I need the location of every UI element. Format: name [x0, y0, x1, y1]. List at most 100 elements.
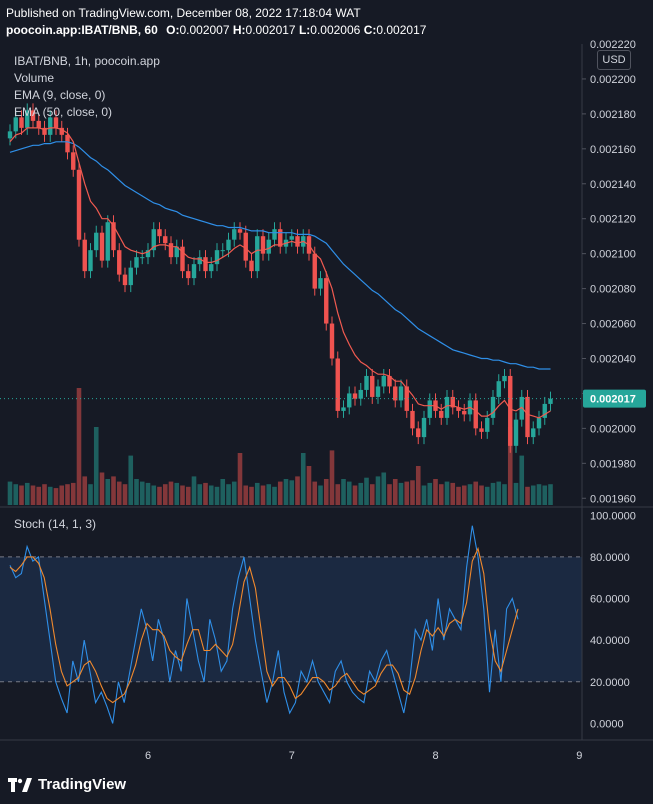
candle [53, 117, 59, 128]
candle [30, 110, 36, 121]
volume-bar [88, 484, 93, 505]
volume-bar [24, 482, 30, 505]
volume-bar [306, 466, 312, 505]
volume-bar [502, 484, 507, 505]
volume-bar [473, 481, 479, 505]
volume-bar [214, 486, 220, 505]
last-price-tag [583, 389, 646, 408]
volume-bar [398, 482, 404, 505]
price-tick-label-12: 0.001960 [590, 493, 636, 505]
volume-bar [364, 477, 369, 505]
candle [157, 229, 162, 237]
candle [427, 400, 432, 418]
symbol-line: poocoin.app:IBAT/BNB, 60 [6, 23, 158, 37]
candle [335, 358, 340, 411]
price-tick-label-5: 0.002100 [590, 249, 636, 261]
price-tick-label-4: 0.002120 [590, 214, 636, 226]
volume-bar [392, 479, 398, 505]
brand-name: TradingView [38, 776, 127, 793]
volume-bar [76, 388, 82, 505]
last-price-label: 0.002017 [590, 394, 636, 406]
volume-bar [231, 481, 237, 505]
candle [272, 229, 277, 240]
candle [485, 417, 490, 432]
volume-bar [461, 485, 467, 505]
candle [168, 243, 174, 258]
currency-button[interactable]: USD [597, 50, 631, 70]
candle [42, 127, 47, 135]
candle [134, 257, 139, 268]
ohlc-low: 0.002006 [310, 23, 361, 37]
candle [232, 229, 237, 240]
time-tick-label-8: 8 [433, 750, 439, 762]
volume-bar [7, 481, 13, 505]
candle [76, 169, 82, 240]
candle [13, 117, 18, 132]
volume-bar [191, 476, 197, 505]
candle [295, 236, 300, 247]
volume-bar [542, 485, 548, 505]
candle [203, 257, 208, 272]
candle [312, 253, 317, 289]
candle [243, 232, 248, 261]
volume-bar [197, 484, 203, 505]
candle [111, 222, 116, 251]
candle [180, 246, 185, 272]
volume-bar [185, 486, 191, 505]
candle [289, 236, 294, 240]
candle [209, 264, 214, 272]
volume-bar [36, 486, 42, 505]
candle [214, 250, 220, 265]
volume-bar [128, 455, 134, 505]
volume-bar [162, 484, 168, 505]
volume-bar [105, 479, 111, 505]
candle [462, 410, 467, 415]
candle [145, 250, 151, 258]
ohlc-close: 0.002017 [376, 23, 427, 37]
volume-bar [467, 484, 473, 505]
candle [513, 419, 519, 446]
price-tick-label-6: 0.002080 [590, 284, 636, 296]
candle [105, 222, 110, 261]
candle [352, 393, 358, 399]
legend-volume: Volume [14, 71, 55, 85]
volume-bar [53, 488, 59, 505]
volume-bar [519, 455, 525, 505]
candle [237, 229, 243, 233]
candle [542, 403, 547, 418]
volume-bar [369, 484, 375, 505]
volume-bar [318, 485, 323, 505]
price-tick-label-1: 0.002180 [590, 109, 636, 121]
candle [318, 278, 323, 289]
candle [496, 381, 501, 397]
price-tick-label-0: 0.002200 [590, 74, 636, 86]
candle [88, 250, 93, 272]
volume-bar [536, 484, 542, 505]
volume-bar [525, 486, 530, 505]
candle [398, 386, 404, 401]
legend-pair: IBAT/BNB, 1h, poocoin.app [14, 54, 160, 68]
volume-bar [168, 481, 174, 505]
price-tick-label-3: 0.002140 [590, 179, 636, 191]
volume-bar [220, 479, 226, 505]
volume-bar [13, 484, 19, 505]
volume-bar [65, 484, 70, 505]
volume-bar [260, 485, 266, 505]
volume-bar [496, 481, 502, 505]
stoch-k-line [9, 525, 519, 724]
price-tick-label-top: 0.002220 [590, 39, 636, 51]
volume-bar [329, 450, 335, 505]
stoch-d-line [9, 546, 519, 704]
volume-bar [410, 480, 415, 505]
candle [65, 134, 70, 153]
volume-bar [404, 481, 410, 505]
volume-bar [381, 472, 387, 505]
stoch-tick-label-4: 20.0000 [590, 677, 630, 689]
candle [404, 386, 409, 411]
volume-bar [254, 482, 260, 505]
volume-bar [450, 482, 456, 505]
volume-bar [335, 484, 341, 505]
candle [19, 117, 24, 128]
candle [220, 250, 225, 252]
